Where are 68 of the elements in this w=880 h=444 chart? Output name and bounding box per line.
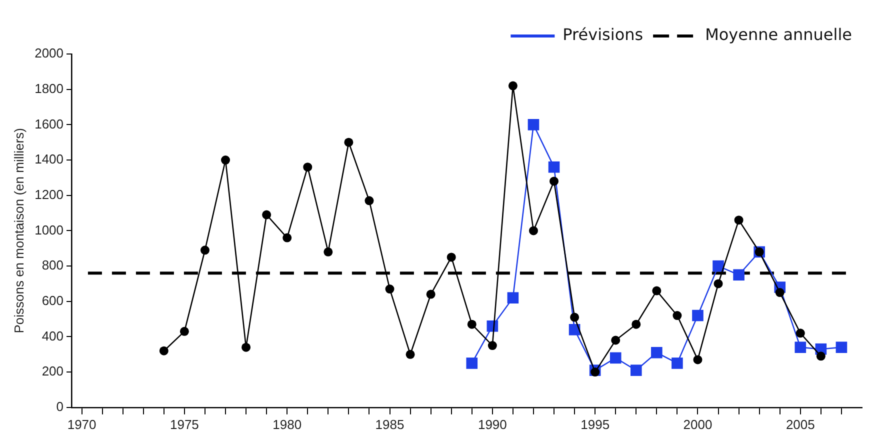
point [180,326,189,336]
point [344,138,354,147]
y-tick-label: 0 [56,398,64,414]
x-tick-label: 1975 [170,416,199,432]
y-tick-label: 200 [42,364,64,379]
point [693,355,702,364]
point [406,350,415,359]
x-tick-label: 1990 [478,416,507,432]
x-tick-label: 1970 [67,416,96,432]
point [446,252,456,262]
point [794,342,806,353]
point [507,292,519,304]
point [714,279,723,288]
point [426,290,436,299]
x-tick-label: 2000 [683,416,712,432]
point [672,358,683,369]
point [611,336,620,345]
y-tick-label: 1800 [34,80,64,96]
point [324,247,333,256]
y-tick-label: 1000 [34,222,64,238]
point [692,310,704,322]
point [651,346,662,358]
point [733,269,744,281]
point [610,352,622,364]
point [385,284,394,294]
point [262,210,272,220]
point [488,341,497,350]
y-tick-label: 1400 [34,152,64,167]
point [508,81,518,90]
point [836,342,848,353]
point [775,288,784,298]
point [242,342,251,352]
point [364,196,374,206]
point [159,346,168,356]
point [528,119,540,130]
point [466,358,478,369]
y-tick-label: 1600 [34,116,64,132]
point [632,320,641,329]
point [672,311,682,320]
point [796,328,805,338]
point [548,161,560,173]
point [652,286,662,296]
legend-label: Prévisions [562,25,644,44]
y-tick-label: 400 [42,328,64,344]
x-tick-label: 1995 [580,416,610,432]
point [467,320,476,329]
point [282,233,292,242]
point [630,364,642,376]
point [816,352,826,361]
point [528,226,538,236]
y-tick-label: 2000 [34,46,64,61]
point [200,246,210,255]
point [712,260,724,272]
x-tick-label: 1985 [375,416,404,432]
point [570,312,580,322]
y-tick-label: 1200 [34,186,64,202]
point [734,216,744,225]
x-tick-label: 1980 [272,416,302,432]
point [221,156,230,165]
legend-label: Moyenne annuelle [705,25,852,44]
point [550,176,559,186]
x-tick-label: 2005 [786,416,815,432]
point [303,162,312,172]
point [590,368,600,377]
y-tick-label: 800 [42,258,64,273]
point [568,324,580,336]
y-axis-title: Poissons en montaison (en milliers) [11,128,26,334]
y-tick-label: 600 [42,292,64,308]
